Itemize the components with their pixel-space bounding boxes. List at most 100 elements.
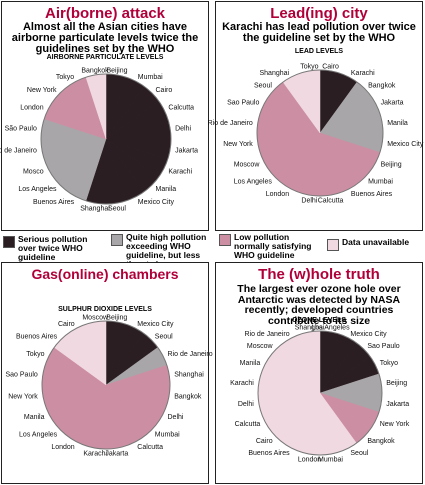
slice-label: Calcutta [168, 105, 194, 112]
slice-label: Mumbai [155, 431, 180, 438]
slice-label: Calcutta [137, 444, 163, 451]
pie-chart: Beijing Mexico City Seoul Rio de Janeiro Sha… [5, 314, 213, 458]
slice-label: Karachi [83, 451, 107, 458]
slice-label: Buenos Aires [16, 334, 58, 341]
panel-ozone: The (w)hole truth The largest ever ozone… [215, 262, 423, 484]
slice-label: Delhi [168, 414, 184, 421]
chart-label: OZONE LEVELS [291, 317, 347, 324]
slice-label: Sao Paulo [367, 343, 399, 350]
slice-label: Los Angeles [18, 186, 57, 193]
pie-outline [257, 330, 383, 456]
pie-outline [41, 320, 171, 450]
chart-title: The (w)hole truth [258, 266, 380, 283]
slice-label: Jakarta [386, 401, 409, 408]
slice-label: Shanghai [80, 206, 110, 213]
slice-label: Manila [240, 360, 261, 367]
slice-label: London [298, 457, 321, 464]
slice-label: Seoul [254, 82, 272, 89]
legend-item-serious: Serious pollution over twice WHO guideli… [3, 235, 107, 262]
slice-label: Moscow [247, 343, 274, 350]
legend: Serious pollution over twice WHO guideli… [0, 232, 425, 269]
chart-subtitle: Karachi has lead pollution over twice th… [222, 21, 416, 44]
slice-label: Delhi [175, 126, 191, 133]
legend-swatch [111, 234, 123, 246]
chart-label: SULPHUR DIOXIDE LEVELS [58, 306, 152, 313]
slice-label: Beijing [106, 314, 127, 321]
chart-label: LEAD LEVELS [294, 48, 344, 55]
slice-label: Seoul [108, 206, 126, 213]
slice-label: Manila [24, 414, 45, 421]
slice-label: Seoul [350, 450, 368, 457]
slice-label: Rio de Janeiro [208, 120, 253, 127]
slice-label: Sao Paulo [5, 372, 37, 379]
slice-label: Tokyo [380, 360, 398, 367]
legend-text: Data unavailable [342, 237, 410, 247]
slice-label: Mosco [23, 168, 44, 175]
panel-sulphur: Gas(online) chambers SULPHUR DIOXIDE LEV… [1, 262, 213, 484]
slice-label: Rio de Janeiro [244, 331, 289, 338]
legend-item-low: Low pollution normally satisfying WHO gu… [219, 233, 323, 260]
slice-label: Buenos Aires [248, 450, 290, 457]
slice-label: Los Angeles [311, 324, 350, 331]
slice-label: London [51, 444, 74, 451]
slice-label: Buenos Aires [33, 199, 75, 206]
pie-outline [256, 69, 384, 197]
slice-label: Calcutta [318, 198, 344, 205]
slice-label: Bangkok [368, 82, 396, 89]
legend-text: Serious pollution over twice WHO guideli… [18, 234, 88, 262]
slice-label: Shanghai [174, 372, 204, 379]
chart-title: Lead(ing) city [270, 5, 368, 22]
slice-label: Beijing [106, 67, 127, 74]
slice-label: Mexico City [350, 331, 387, 338]
slice-label: Jakarta [105, 451, 128, 458]
pie-outline [40, 73, 172, 205]
slice-label: Delhi [301, 198, 317, 205]
panel-airborne: Air(borne) attack Almost all the Asian c… [0, 1, 209, 231]
slice-label: Rio de Janeiro [0, 148, 37, 155]
legend-swatch [3, 236, 15, 248]
slice-label: Rio de Janeiro [168, 351, 213, 358]
slice-label: Bangkok [81, 67, 109, 74]
slice-label: Moscow [234, 161, 261, 168]
slice-label: Tokyo [56, 74, 74, 81]
slice-label: Mumbai [318, 457, 343, 464]
chart-title: Gas(online) chambers [31, 266, 179, 282]
legend-item-unavailable: Data unavailable [327, 238, 423, 251]
slice-label: Tokyo [26, 351, 44, 358]
slice-label: Mexico City [137, 321, 174, 328]
slice-label: Seoul [155, 334, 173, 341]
slice-label: Mexico City [387, 141, 424, 148]
chart-subtitle: Almost all the Asian cities have airborn… [11, 21, 199, 55]
slice-label: Cairo [256, 438, 273, 445]
slice-label: Bangkok [174, 393, 202, 400]
legend-swatch [219, 234, 231, 246]
slice-label: New York [380, 421, 410, 428]
slice-label: London [266, 191, 289, 198]
slice-label: Mumbai [138, 74, 163, 81]
slice-label: Karachi [168, 168, 192, 175]
slice-label: New York [27, 87, 57, 94]
slice-label: Beijing [381, 161, 402, 168]
slice-label: Shanghai [260, 70, 290, 77]
slice-label: Manila [156, 186, 177, 193]
pie-chart: Beijing Mumbai Cairo Calcutta Delhi Jakarta Ka… [0, 67, 198, 213]
slice-label: Calcutta [235, 421, 261, 428]
slice-label: Manila [387, 120, 408, 127]
slice-label: Delhi [238, 401, 254, 408]
slice-label: Buenos Aires [351, 191, 393, 198]
slice-label: London [20, 105, 43, 112]
legend-swatch [327, 239, 339, 251]
chart-subtitle: The largest ever ozone hole over Antarct… [237, 283, 401, 327]
slice-label: Karachi [351, 70, 375, 77]
slice-label: Jakarta [381, 100, 404, 107]
panel-lead: Lead(ing) city Karachi has lead pollutio… [208, 1, 424, 231]
slice-label: São Paulo [5, 126, 37, 133]
slice-label: Bangkok [367, 438, 395, 445]
slice-label: New York [8, 393, 38, 400]
slice-label: Mumbai [368, 179, 393, 186]
slice-label: Cairo [58, 321, 75, 328]
chart-title: Air(borne) attack [44, 5, 166, 22]
slice-label: Tokyo [300, 63, 318, 70]
chart-label: AIRBORNE PARTICULATE LEVELS [46, 54, 164, 61]
slice-label: Moscow [82, 314, 109, 321]
